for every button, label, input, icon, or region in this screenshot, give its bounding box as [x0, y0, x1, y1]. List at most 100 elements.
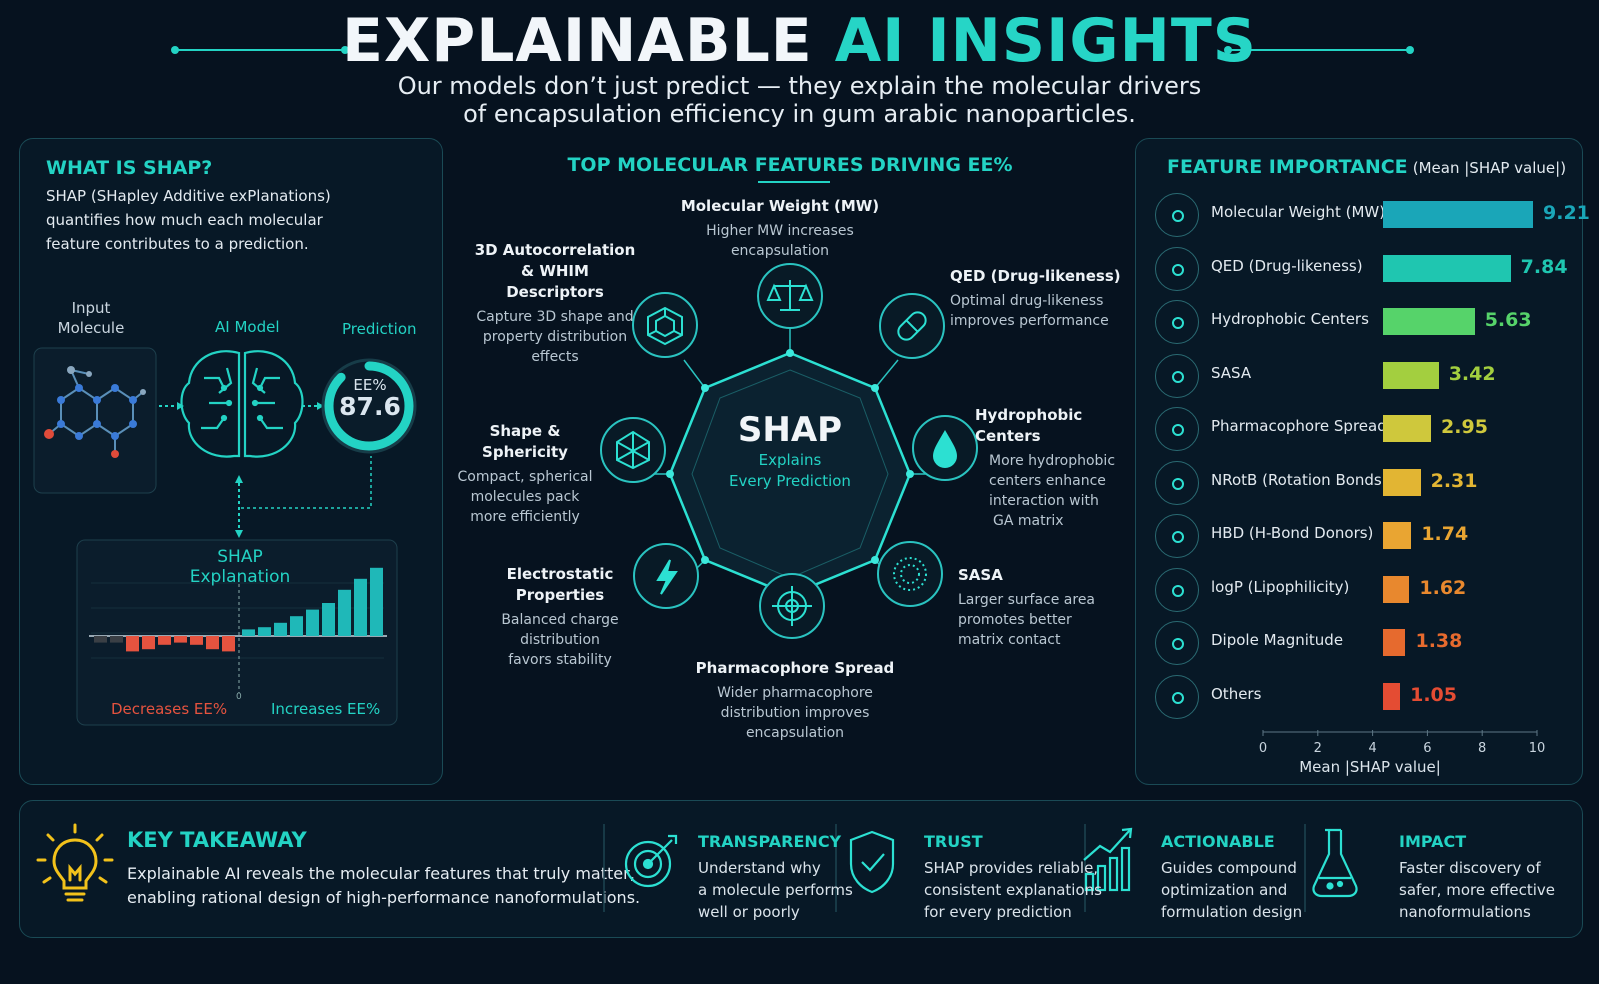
- feature-desc: more efficiently: [470, 509, 580, 525]
- feature-desc: property distribution: [482, 329, 628, 345]
- title-decoration: [171, 46, 1414, 54]
- x-tick-label: 8: [1478, 741, 1486, 756]
- feature-desc: distribution: [520, 632, 600, 648]
- importance-row: Pharmacophore Spread 2.95: [1155, 407, 1575, 451]
- shield-check-icon: [849, 830, 895, 894]
- feature-desc: Balanced charge: [501, 612, 619, 628]
- importance-value-label: 2.31: [1430, 469, 1478, 492]
- molecule-box: [33, 347, 157, 494]
- description-line: feature contributes to a prediction.: [46, 235, 309, 253]
- hub-title: SHAP: [737, 410, 843, 450]
- feature-desc: encapsulation: [745, 725, 845, 741]
- importance-bar: [1383, 254, 1511, 282]
- feature-title: Shape & Sphericity: [482, 422, 568, 461]
- feature-hydrophobic: Hydrophobic Centers More hydrophobic cen…: [975, 405, 1125, 531]
- impact-item: IMPACT Faster discovery of safer, more e…: [1399, 832, 1555, 923]
- zero-tick: 0: [236, 692, 242, 702]
- shap-negative-bar: [94, 636, 107, 643]
- gauge-value: 87.6: [339, 392, 401, 421]
- shap-positive-bar: [306, 609, 319, 636]
- importance-title: FEATURE IMPORTANCE: [1167, 156, 1408, 178]
- target-arrow-icon: [624, 834, 678, 888]
- feature-importance-panel: [1135, 138, 1583, 785]
- droplet-icon: [932, 430, 958, 468]
- pill-icon: [897, 311, 927, 341]
- item-text: nanoformulations: [1399, 903, 1531, 921]
- feature-pharmacophore: Pharmacophore Spread Wider pharmacophore…: [690, 658, 900, 743]
- item-text: Faster discovery of: [1399, 859, 1541, 877]
- item-text: SHAP provides reliable,: [924, 859, 1099, 877]
- shap-flow-diagram: [33, 347, 417, 726]
- gauge-progress: [324, 361, 414, 451]
- feature-desc: encapsulation: [730, 243, 830, 259]
- importance-value-label: 2.95: [1441, 416, 1488, 438]
- subtitle-line: Our models don’t just predict — they exp…: [397, 72, 1202, 100]
- shap-positive-bar: [274, 622, 287, 636]
- feature-title: 3D Autocorrelation: [474, 241, 636, 259]
- shap-positive-bar: [354, 578, 367, 636]
- importance-category-label: SASA: [1211, 363, 1252, 382]
- dotted-sphere-icon: [1155, 353, 1199, 398]
- feature-desc: Higher MW increases: [706, 223, 854, 239]
- importance-bar: [1383, 415, 1432, 442]
- importance-bar: [1383, 201, 1533, 228]
- x-tick-label: 0: [1259, 741, 1267, 756]
- ai-model-label: AI Model: [215, 318, 280, 336]
- shap-heading: WHAT IS SHAP?: [46, 157, 213, 179]
- takeaway-line: Explainable AI reveals the molecular fea…: [127, 864, 635, 883]
- page-subtitle: Our models don’t just predict — they exp…: [0, 72, 1599, 128]
- importance-bar: [1383, 522, 1412, 549]
- importance-category-label: Pharmacophore Spread: [1211, 417, 1387, 435]
- prediction-label: Prediction: [342, 320, 417, 338]
- feature-desc: Optimal drug-likeness: [950, 293, 1104, 309]
- importance-category-label: Molecular Weight (MW): [1211, 203, 1386, 221]
- takeaway-text: Explainable AI reveals the molecular fea…: [127, 862, 640, 910]
- polyhedron-icon: [616, 430, 650, 470]
- label-line: Molecule: [57, 319, 125, 337]
- feature-title: QED (Drug-likeness): [950, 267, 1121, 285]
- feature-desc: matrix contact: [958, 632, 1061, 648]
- importance-bar: [1383, 468, 1421, 496]
- item-title: TRUST: [924, 832, 983, 851]
- importance-row: Hydrophobic Centers 5.63: [1155, 300, 1575, 344]
- lightbulb-icon: [36, 823, 114, 902]
- item-text: Guides compound: [1161, 859, 1297, 877]
- h-bond-icon: [1155, 514, 1199, 558]
- shap-negative-bar: [110, 636, 123, 643]
- decreases-label: Decreases EE%: [111, 700, 228, 718]
- feature-desc: favors stability: [508, 652, 612, 668]
- droplet-icon: [1155, 300, 1199, 344]
- x-tick-label: 6: [1423, 741, 1431, 756]
- feature-title: & WHIM Descriptors: [506, 262, 604, 301]
- feature-desc: More hydrophobic: [989, 453, 1116, 469]
- shap-positive-bar: [322, 603, 335, 636]
- importance-value-label: 3.42: [1448, 362, 1496, 385]
- feature-title: Properties: [515, 586, 605, 604]
- shap-positive-bar: [258, 627, 271, 636]
- feature-mw: Molecular Weight (MW) Higher MW increase…: [680, 196, 880, 261]
- importance-bar: [1383, 575, 1410, 603]
- feature-desc: Capture 3D shape and: [476, 309, 634, 325]
- importance-value-label: 9.21: [1543, 202, 1590, 224]
- item-text: Understand why: [698, 859, 821, 877]
- importance-category-label: QED (Drug-likeness): [1211, 256, 1363, 275]
- scale-icon: [1155, 193, 1199, 237]
- transparency-item: TRANSPARENCY Understand why a molecule p…: [698, 832, 853, 923]
- takeaway-line: enabling rational design of high-perform…: [127, 888, 641, 907]
- feature-title: SASA: [958, 566, 1003, 584]
- cube-icon: [647, 306, 683, 346]
- feature-desc: promotes better: [958, 612, 1072, 628]
- dipole-icon: [1155, 621, 1199, 665]
- importance-row: Dipole Magnitude 1.38: [1155, 621, 1575, 665]
- importance-value-label: 1.38: [1415, 630, 1463, 652]
- importance-value-label: 1.74: [1421, 523, 1469, 545]
- importance-category-label: HBD (H-Bond Donors): [1211, 524, 1374, 542]
- item-text: consistent explanations: [924, 881, 1102, 899]
- importance-row: Molecular Weight (MW) 9.21: [1155, 193, 1590, 237]
- shap-description: SHAP (SHapley Additive exPlanations) qua…: [46, 184, 426, 256]
- importance-bar: [1383, 629, 1406, 656]
- importance-value-label: 1.62: [1419, 576, 1467, 599]
- gauge-ring: [321, 358, 417, 454]
- takeaway-heading: KEY TAKEAWAY: [127, 828, 307, 852]
- feature-title: Hydrophobic Centers: [975, 406, 1083, 445]
